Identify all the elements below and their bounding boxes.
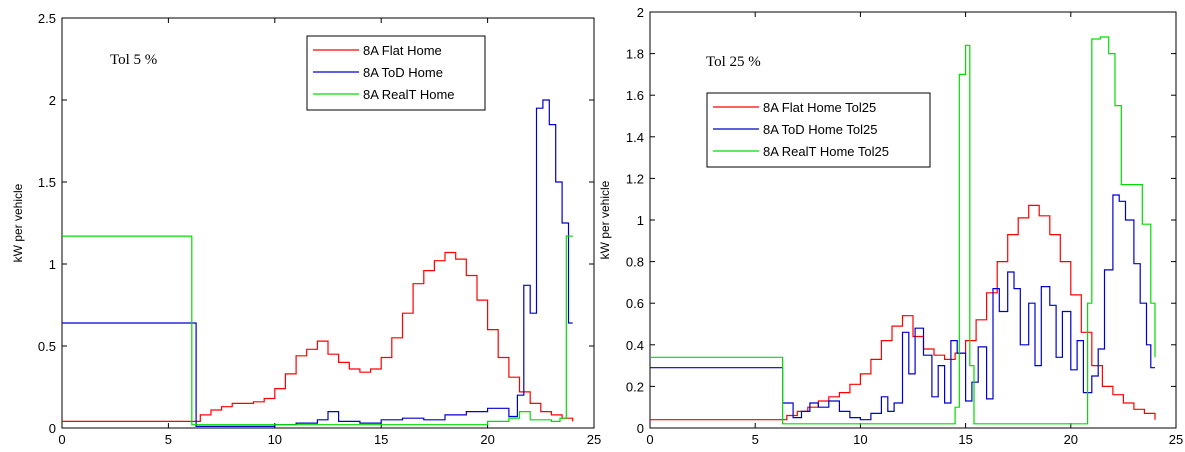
series-group [62, 99, 574, 427]
x-tick-label: 10 [268, 432, 282, 447]
x-tick-label: 15 [374, 432, 388, 447]
y-tick-label: 1.4 [626, 130, 644, 145]
x-tick-label: 10 [853, 432, 867, 447]
x-tick-label: 20 [1064, 432, 1078, 447]
x-tick-label: 20 [480, 432, 494, 447]
y-tick-label: 2 [637, 5, 644, 20]
legend-box [306, 35, 486, 111]
legend: 8A Flat Home 8A ToD Home 8A RealT Home [306, 35, 486, 111]
tick-group: 0 5 10 15 20 25 0 0.2 0.4 0.6 0.8 1 1.2 1.4 1.6 1.8 2 [626, 5, 1183, 447]
y-tick-label: 1 [49, 257, 56, 272]
x-tick-label: 0 [646, 432, 653, 447]
chart-tol5: 0 5 10 15 20 25 0 0.5 1 1.5 2 2.5 Tol 5 % kW per ve… [11, 11, 601, 447]
x-tick-label: 5 [752, 432, 759, 447]
y-tick-label: 0.5 [38, 339, 56, 354]
plot-frame [649, 11, 1177, 429]
series-line [62, 251, 574, 422]
legend-label: 8A Flat Home Tol25 [763, 100, 876, 115]
y-tick-label: 2.5 [38, 11, 56, 26]
chart-tol25: 0 5 10 15 20 25 0 0.2 0.4 0.6 0.8 1 1.2 1.4 1.6 1.8 2 To… [598, 5, 1183, 447]
y-tick-label: 1.5 [38, 175, 56, 190]
x-tick-label: 25 [1169, 432, 1183, 447]
x-tick-label: 0 [58, 432, 65, 447]
legend: 8A Flat Home Tol25 8A ToD Home Tol25 8A Re… [706, 92, 931, 168]
tick-group: 0 5 10 15 20 25 0 0.5 1 1.5 2 2.5 [38, 11, 601, 447]
x-tick-label: 15 [958, 432, 972, 447]
y-tick-label: 0 [637, 421, 644, 436]
y-tick-label: 0 [49, 421, 56, 436]
chart-annotation: Tol 5 % [110, 52, 157, 68]
legend-label: 8A Flat Home [363, 43, 442, 58]
legend-label: 8A RealT Home [363, 87, 455, 102]
y-tick-label: 1.6 [626, 88, 644, 103]
series-line [650, 194, 1155, 421]
legend-box [706, 92, 931, 168]
legend-label: 8A ToD Home [363, 65, 443, 80]
series-group [650, 36, 1156, 425]
series-line [62, 99, 573, 427]
y-tick-label: 1 [637, 213, 644, 228]
y-tick-label: 1.2 [626, 171, 644, 186]
y-tick-label: 0.4 [626, 338, 644, 353]
legend-label: 8A RealT Home Tol25 [763, 144, 889, 159]
y-axis-label: kW per vehicle [11, 183, 25, 262]
y-axis-label: kW per vehicle [598, 180, 612, 259]
y-tick-label: 0.6 [626, 296, 644, 311]
legend-label: 8A ToD Home Tol25 [763, 122, 877, 137]
y-tick-label: 0.2 [626, 379, 644, 394]
series-line [650, 36, 1156, 425]
y-tick-label: 0.8 [626, 255, 644, 270]
y-tick-label: 2 [49, 93, 56, 108]
y-tick-label: 1.8 [626, 47, 644, 62]
x-tick-label: 25 [587, 432, 601, 447]
series-line [62, 235, 573, 426]
x-tick-label: 5 [165, 432, 172, 447]
chart-annotation: Tol 25 % [706, 54, 761, 70]
